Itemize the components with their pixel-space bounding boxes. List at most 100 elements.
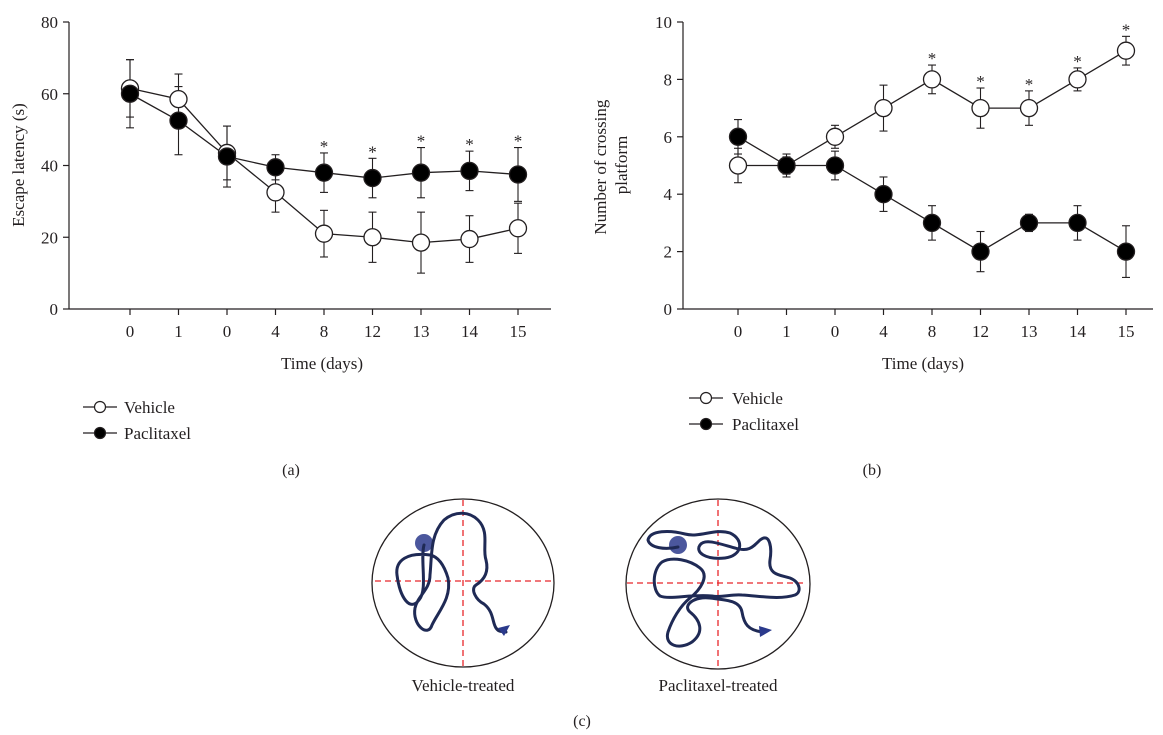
- chart-a-significance-marker: *: [368, 142, 377, 161]
- chart-b-significance-marker: *: [928, 49, 937, 68]
- chart-a-vehicle-point: [363, 228, 382, 247]
- chart-b-xtick-label: 1: [782, 322, 791, 341]
- pool-vehicle-platform: [415, 534, 433, 552]
- chart-b-ylabel-line2: platform: [612, 136, 631, 195]
- chart-a-ytick-label: 40: [41, 157, 58, 176]
- legend-b-paclitaxel-label: Paclitaxel: [732, 415, 799, 434]
- chart-b-vehicle-point: [922, 70, 942, 89]
- chart-b-ylabel-line1: Number of crossing: [591, 99, 610, 235]
- chart-b-vehicle-point: [874, 98, 893, 118]
- chart-b-vehicle-point: [1116, 41, 1136, 60]
- legend-a-vehicle-label: Vehicle: [124, 398, 175, 417]
- chart-a-axes: 0 20 40 60 80 0 1 0 4 8 12 13 14 15: [41, 13, 551, 341]
- chart-b-vehicle-point: [825, 127, 845, 146]
- chart-b-paclitaxel-point: [777, 156, 796, 175]
- chart-b-ytick-label: 2: [664, 243, 673, 262]
- chart-b-xlabel: Time (days): [882, 354, 964, 373]
- chart-b-xtick-label: 4: [879, 322, 888, 341]
- chart-a-xtick-label: 8: [320, 322, 329, 341]
- chart-a-xtick-label: 14: [461, 322, 479, 341]
- chart-panel-a: 0 20 40 60 80 0 1 0 4 8 12 13 14 15 * * * * * Escape late…: [9, 13, 551, 479]
- legend-b-vehicle-marker: [699, 391, 713, 405]
- chart-a-significance-marker: *: [417, 132, 426, 151]
- chart-a-significance-marker: *: [514, 132, 523, 151]
- chart-b-paclitaxel-point: [971, 242, 990, 261]
- chart-a-paclitaxel-point: [314, 163, 334, 182]
- chart-a-xtick-label: 13: [413, 322, 430, 341]
- chart-b-paclitaxel-point: [922, 213, 942, 233]
- chart-b-paclitaxel-point: [874, 185, 893, 204]
- chart-a-significance-marker: *: [465, 135, 474, 154]
- chart-a-paclitaxel-point: [411, 163, 431, 182]
- chart-b-plot: * * * * *: [728, 20, 1136, 278]
- pool-paclitaxel: Paclitaxel-treated: [625, 498, 811, 695]
- chart-b-significance-marker: *: [976, 72, 985, 91]
- panel-c-tracks: Vehicle-treated Paclitaxel-treated (c): [371, 498, 811, 730]
- chart-b-ylabel: Number of crossing platform: [591, 95, 631, 234]
- chart-a-xtick-label: 15: [510, 322, 527, 341]
- panel-c-label: (c): [573, 713, 591, 730]
- chart-a-paclitaxel-point: [169, 111, 188, 130]
- chart-b-ytick-label: 4: [664, 185, 673, 204]
- chart-a-vehicle-point: [266, 183, 285, 202]
- chart-a-xlabel: Time (days): [281, 354, 363, 373]
- chart-b-vehicle-point: [728, 156, 748, 175]
- panel-b-label: (b): [863, 462, 882, 479]
- chart-a-significance-marker: *: [320, 137, 329, 156]
- chart-a-plot: * * * * *: [120, 59, 528, 274]
- legend-a-paclitaxel-marker: [93, 426, 107, 440]
- chart-a-paclitaxel-point: [217, 147, 237, 166]
- chart-b-ytick-label: 10: [655, 13, 672, 32]
- chart-a-paclitaxel-point: [460, 161, 479, 181]
- chart-a-ytick-label: 60: [41, 85, 58, 104]
- chart-a-vehicle-point: [314, 224, 334, 243]
- chart-b-paclitaxel-point: [1068, 213, 1087, 233]
- chart-b-xtick-label: 15: [1118, 322, 1135, 341]
- legend-b-paclitaxel-marker: [699, 417, 713, 431]
- chart-a-vehicle-point: [508, 219, 528, 238]
- legend-b-vehicle-label: Vehicle: [732, 389, 783, 408]
- chart-a-xtick-label: 1: [174, 322, 183, 341]
- pool-paclitaxel-platform: [669, 536, 687, 554]
- pool-vehicle-caption: Vehicle-treated: [412, 676, 515, 695]
- chart-b-paclitaxel-point: [825, 156, 845, 175]
- chart-a-ylabel: Escape latency (s): [9, 103, 28, 227]
- chart-a-xtick-label: 0: [126, 322, 135, 341]
- chart-a-paclitaxel-point: [508, 165, 528, 184]
- chart-b-paclitaxel-point: [1019, 213, 1039, 233]
- chart-a-paclitaxel-point: [266, 158, 285, 177]
- chart-b-ytick-label: 0: [664, 300, 673, 319]
- chart-a-vehicle-point: [169, 89, 188, 109]
- chart-b-xtick-label: 0: [831, 322, 840, 341]
- pool-paclitaxel-end-arrow: [759, 626, 772, 637]
- chart-a-legend: Vehicle Paclitaxel: [83, 398, 191, 443]
- chart-b-xtick-label: 8: [928, 322, 937, 341]
- chart-a-vehicle-point: [460, 229, 479, 249]
- chart-b-vehicle-point: [971, 98, 990, 118]
- chart-b-significance-marker: *: [1073, 52, 1082, 71]
- chart-b-xtick-label: 13: [1021, 322, 1038, 341]
- chart-a-vehicle-point: [411, 233, 431, 252]
- chart-a-paclitaxel-point: [120, 84, 140, 103]
- chart-b-ytick-label: 8: [664, 70, 673, 89]
- chart-a-xtick-label: 4: [271, 322, 280, 341]
- chart-b-xtick-label: 12: [972, 322, 989, 341]
- chart-b-vehicle-point: [1068, 70, 1087, 89]
- chart-a-ytick-label: 0: [50, 300, 59, 319]
- chart-b-significance-marker: *: [1025, 75, 1034, 94]
- pool-vehicle-end-arrow: [498, 625, 510, 636]
- pool-vehicle-swim-path: [395, 511, 508, 634]
- chart-b-legend: Vehicle Paclitaxel: [689, 389, 799, 434]
- panel-a-label: (a): [282, 462, 300, 479]
- chart-b-xtick-label: 14: [1069, 322, 1087, 341]
- chart-b-vehicle-point: [1019, 98, 1039, 118]
- chart-a-paclitaxel-point: [363, 168, 382, 188]
- chart-b-paclitaxel-point: [1116, 242, 1136, 261]
- chart-b-xtick-label: 0: [734, 322, 743, 341]
- chart-a-ytick-label: 20: [41, 228, 58, 247]
- pool-vehicle: Vehicle-treated: [371, 498, 555, 695]
- chart-b-significance-marker: *: [1122, 20, 1131, 39]
